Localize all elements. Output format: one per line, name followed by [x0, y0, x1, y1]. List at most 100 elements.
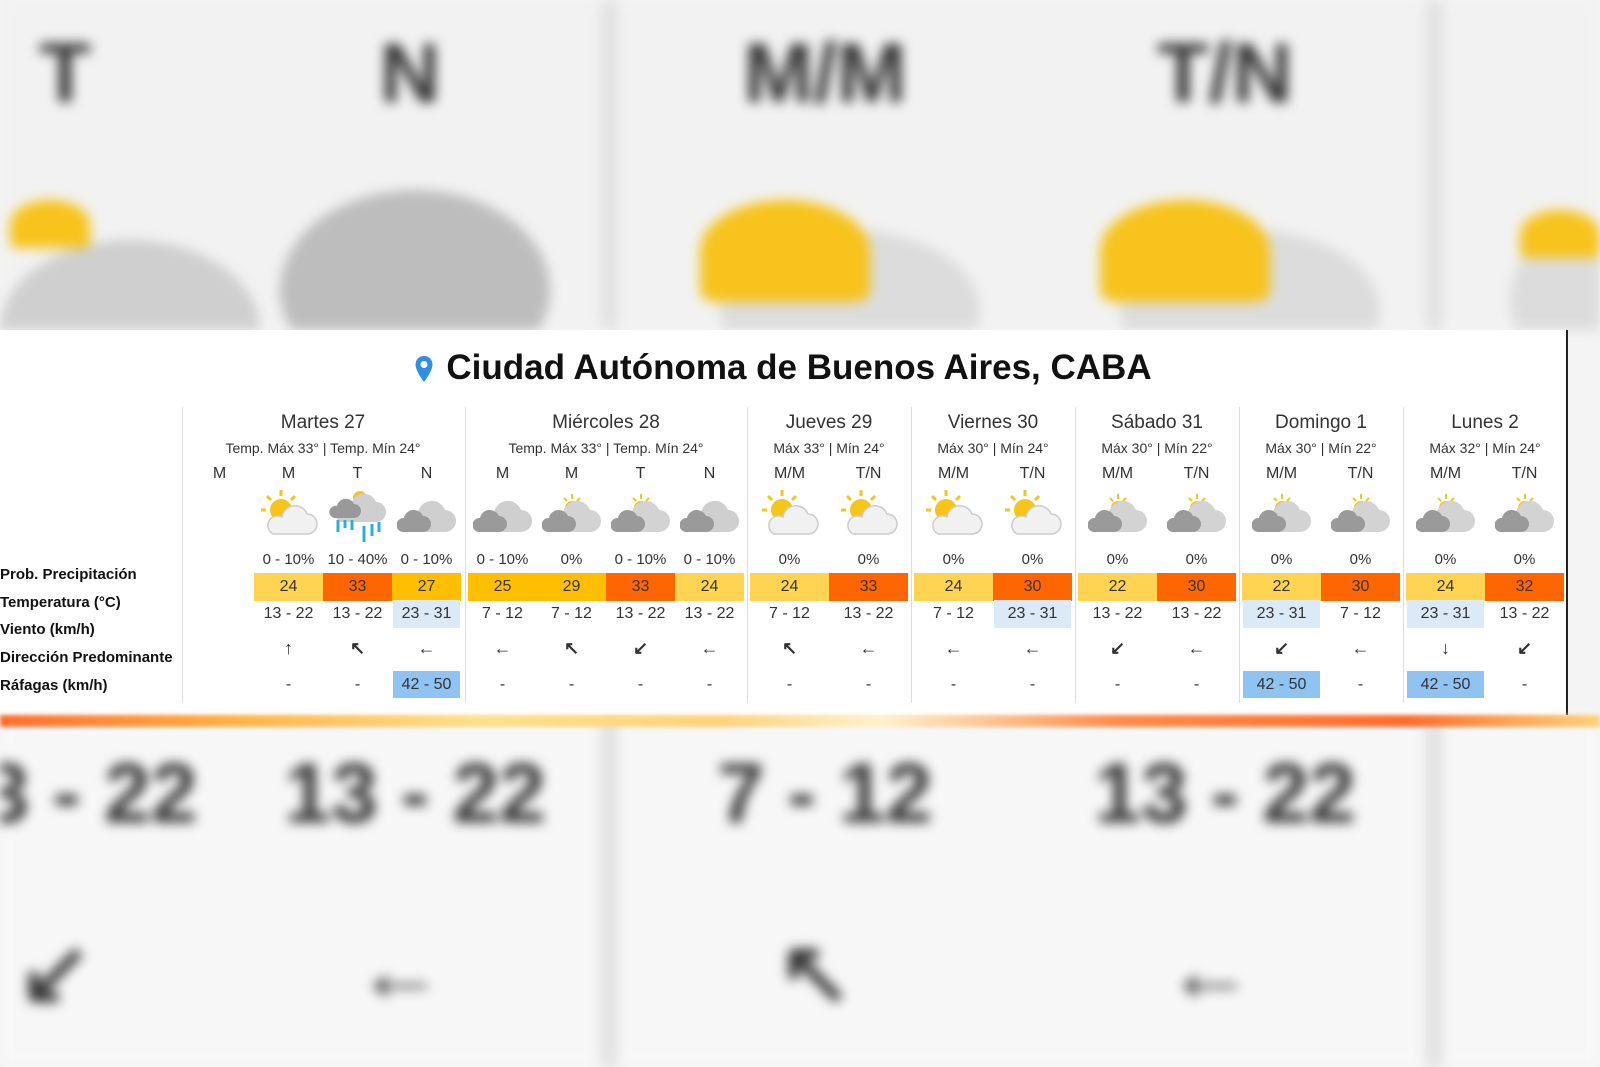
- wind-speed: 23 - 31: [1407, 600, 1484, 628]
- temperature-cell: 22: [1242, 573, 1321, 601]
- wind-gusts: -: [285, 676, 292, 693]
- precip-probability: 0%: [1349, 551, 1372, 568]
- day-temperature-summary: Máx 30° | Mín 22°: [1101, 440, 1213, 456]
- day-name: Miércoles 28: [552, 412, 660, 433]
- precip-probability: 0%: [1270, 551, 1293, 568]
- temperature-cell: 30: [1157, 573, 1236, 601]
- wind-direction-arrow-icon: ↖: [781, 638, 798, 658]
- wind-speed: 13 - 22: [615, 605, 666, 622]
- cloudy-sun-icon: [537, 488, 606, 544]
- day-divider: [182, 407, 183, 703]
- day-name: Martes 27: [280, 412, 366, 433]
- cloudy-sun-icon: [1078, 488, 1157, 544]
- period-label: M/M: [937, 465, 970, 482]
- temperature-cell: 24: [750, 573, 829, 601]
- cloudy-sun-icon: [606, 488, 675, 544]
- location-title: Ciudad Autónoma de Buenos Aires, CABA: [0, 348, 1566, 388]
- sun-cloud-icon: [254, 488, 323, 544]
- background-label: 3 - 22: [0, 746, 198, 840]
- wind-speed: 7 - 12: [933, 605, 974, 622]
- background-sun-shape: [1520, 210, 1600, 258]
- day-name: Jueves 29: [785, 412, 873, 433]
- precip-probability: 0 - 10%: [683, 551, 736, 568]
- day-temperature-summary: Máx 32° | Mín 24°: [1429, 440, 1541, 456]
- temperature-cell: 25: [468, 573, 537, 601]
- day-divider: [747, 407, 748, 703]
- temperature-cell: 30: [993, 573, 1072, 601]
- blurred-background-top: T N M/M T/N: [0, 0, 1600, 330]
- sun-cloud-icon: [993, 488, 1072, 544]
- period-label: T/N: [855, 465, 882, 482]
- cloudy-sun-icon: [1157, 488, 1236, 544]
- wind-gusts: -: [1521, 676, 1528, 693]
- forecast-panel: Ciudad Autónoma de Buenos Aires, CABA Pr…: [0, 330, 1568, 715]
- period-label: M: [495, 465, 510, 482]
- wind-direction-arrow-icon: ↖: [563, 638, 580, 658]
- wind-direction-arrow-icon: ↓: [1441, 638, 1450, 658]
- background-arrow: ↖: [777, 923, 853, 1023]
- background-divider: [1425, 0, 1443, 330]
- wind-gusts: -: [1193, 676, 1200, 693]
- background-divider: [1425, 715, 1443, 1067]
- precip-probability: 0 - 10%: [262, 551, 315, 568]
- wind-direction-arrow-icon: ↙: [1273, 638, 1290, 658]
- wind-speed: 7 - 12: [1340, 605, 1381, 622]
- cloudy-sun-icon: [1406, 488, 1485, 544]
- background-arrow: ←: [355, 921, 445, 1021]
- wind-direction-arrow-icon: ←: [859, 638, 878, 658]
- wind-speed: 13 - 22: [1499, 605, 1550, 622]
- wind-gusts: -: [499, 676, 506, 693]
- day-name: Sábado 31: [1111, 412, 1203, 433]
- period-label: T/N: [1511, 465, 1538, 482]
- wind-direction-arrow-icon: ↙: [1516, 638, 1533, 658]
- wind-direction-arrow-icon: ←: [700, 638, 719, 658]
- temperature-cell: 22: [1078, 573, 1157, 601]
- day-divider: [465, 407, 466, 703]
- wind-speed: 23 - 31: [393, 600, 460, 628]
- wind-gusts: -: [786, 676, 793, 693]
- row-label-direction: Dirección Predominante: [0, 649, 173, 666]
- cloudy-icon: [468, 488, 537, 544]
- wind-speed: 7 - 12: [482, 605, 523, 622]
- temperature-cell: 24: [1406, 573, 1485, 601]
- period-label: N: [703, 465, 716, 482]
- wind-gusts: -: [637, 676, 644, 693]
- temperature-cell: 24: [675, 573, 744, 601]
- location-pin-icon: [415, 356, 433, 382]
- period-label: M/M: [1429, 465, 1462, 482]
- day-divider: [911, 407, 912, 703]
- cloudy-sun-icon: [1485, 488, 1564, 544]
- day-name: Domingo 1: [1275, 412, 1367, 433]
- precip-probability: 0%: [1021, 551, 1044, 568]
- background-label: T: [39, 26, 91, 120]
- period-label: T/N: [1019, 465, 1046, 482]
- wind-speed: 13 - 22: [332, 605, 383, 622]
- wind-gusts: -: [1029, 676, 1036, 693]
- cloudy-sun-icon: [1321, 488, 1400, 544]
- background-sun-shape: [10, 200, 90, 248]
- background-cloud-shape: [0, 240, 260, 330]
- wind-speed: 13 - 22: [1171, 605, 1222, 622]
- cloudy-icon: [392, 488, 461, 544]
- period-label: M: [281, 465, 296, 482]
- temperature-cell: 33: [323, 573, 392, 601]
- wind-gusts: [185, 671, 254, 698]
- background-label: 13 - 22: [284, 746, 546, 840]
- row-label-temperature: Temperatura (°C): [0, 594, 121, 611]
- temperature-cell: 24: [914, 573, 993, 601]
- wind-gusts: -: [865, 676, 872, 693]
- sun-cloud-icon: [829, 488, 908, 544]
- row-label-precip: Prob. Precipitación: [0, 566, 137, 583]
- wind-gusts: -: [1114, 676, 1121, 693]
- precip-probability: 0%: [1434, 551, 1457, 568]
- period-label: M/M: [1101, 465, 1134, 482]
- wind-gusts: 42 - 50: [1407, 671, 1484, 698]
- wind-gusts: -: [950, 676, 957, 693]
- day-temperature-summary: Máx 33° | Mín 24°: [773, 440, 885, 456]
- wind-direction-arrow-icon: ↙: [632, 638, 649, 658]
- cloudy-icon: [675, 488, 744, 544]
- wind-speed: 13 - 22: [843, 605, 894, 622]
- temperature-cell: 27: [392, 573, 461, 601]
- day-divider: [1239, 407, 1240, 703]
- period-label: T: [635, 465, 646, 482]
